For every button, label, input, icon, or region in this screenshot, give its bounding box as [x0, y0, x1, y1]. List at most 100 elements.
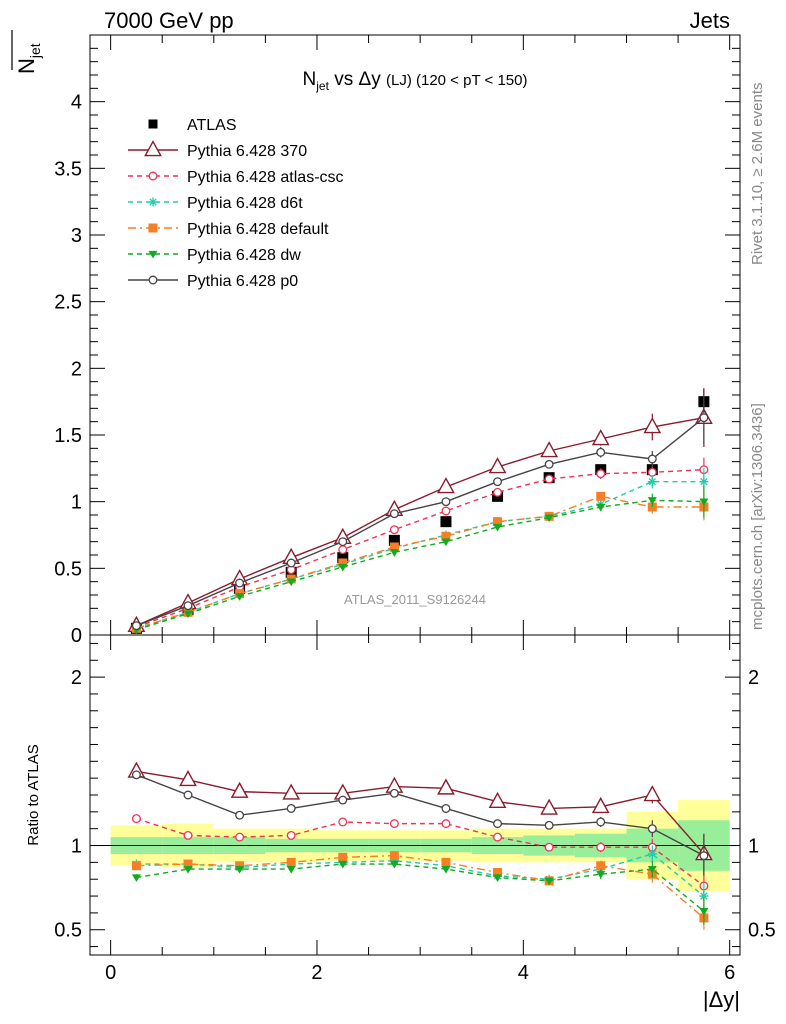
series-point	[183, 601, 193, 611]
series-point	[596, 491, 606, 501]
rivet-label: Rivet 3.1.10, ≥ 2.6M events	[749, 83, 766, 266]
main-ytick-label: 3.5	[54, 158, 82, 180]
ratio-point	[493, 819, 503, 829]
x-axis-label: |Δy|	[703, 987, 740, 1012]
series-line	[136, 468, 704, 628]
ratio-point	[699, 851, 709, 861]
series-point	[647, 497, 657, 505]
ratio-point	[647, 824, 657, 834]
main-ytick-label: 0	[71, 625, 82, 647]
legend-entry: Pythia 6.428 p0	[128, 273, 298, 290]
ratio-point	[647, 865, 657, 874]
ratio-point	[338, 817, 348, 827]
series-5	[131, 485, 709, 635]
series-point	[441, 531, 451, 541]
ratio-point	[131, 874, 141, 883]
ratio-point	[286, 803, 296, 813]
ratio-point	[596, 861, 606, 871]
ratio-point	[183, 830, 193, 840]
ratio-y-ticks: 0.5 0.5 1 1 2 2	[54, 642, 776, 948]
series-point	[596, 503, 606, 512]
ratio-point	[235, 810, 245, 820]
series-point	[389, 525, 399, 535]
ratio-point	[591, 796, 610, 814]
series-line	[136, 499, 704, 631]
ratio-series-4	[131, 860, 709, 925]
legend-label: Pythia 6.428 default	[187, 221, 329, 238]
ratio-ytick-label: 1	[71, 836, 82, 858]
series-point	[647, 454, 657, 464]
series-point	[337, 552, 349, 564]
series-point	[544, 474, 554, 484]
series-line	[136, 480, 704, 630]
ratio-line	[136, 853, 705, 897]
legend-marker	[148, 197, 158, 207]
series-point	[440, 516, 452, 528]
series-4	[131, 491, 709, 633]
ratio-point	[596, 817, 606, 827]
legend-marker	[148, 223, 158, 233]
legend-label: Pythia 6.428 d6t	[187, 195, 303, 212]
ratio-line	[136, 774, 705, 857]
legend-entry: Pythia 6.428 370	[128, 140, 307, 160]
series-point	[493, 477, 503, 487]
ratio-ylabel: Ratio to ATLAS	[25, 744, 42, 845]
main-ytick-label: 1.5	[54, 425, 82, 447]
ratio-point	[647, 849, 657, 859]
ratio-x-ticks: 0 2 4 6	[105, 635, 735, 984]
legend-marker	[148, 171, 158, 181]
ratio-point	[131, 861, 141, 871]
ratio-xtick-label: 0	[105, 962, 116, 984]
series-point	[493, 487, 503, 497]
series-point	[544, 514, 554, 523]
ratio-point	[286, 857, 296, 867]
ratio-point	[596, 842, 606, 852]
ratio-point	[389, 860, 399, 869]
ratio-line	[136, 817, 705, 887]
series-line	[136, 495, 704, 630]
ratio-point	[179, 769, 197, 787]
mcplots-label: mcplots.cern.ch [arXiv:1306.3436]	[749, 403, 766, 630]
ratio-point	[544, 877, 554, 886]
main-ytick-label: 2.5	[54, 292, 82, 314]
series-point	[647, 477, 657, 487]
series-point	[183, 610, 193, 619]
series-point	[389, 549, 399, 557]
ratio-ytick-label-right: 1	[748, 836, 759, 858]
legend-label: Pythia 6.428 atlas-csc	[187, 169, 344, 186]
series-point	[235, 593, 245, 601]
main-ytick-label: 3	[71, 225, 82, 247]
series-point	[544, 459, 554, 469]
ratio-point	[596, 871, 606, 879]
ratio-point	[540, 798, 559, 815]
series-point	[441, 538, 451, 547]
main-panel: 0 0.5 1 1.5 2 2.5 3 3.5 4 ATLAS_2011_S9126244 Nj…	[54, 34, 741, 647]
ratio-point	[131, 770, 141, 780]
main-ytick-label: 0.5	[54, 558, 82, 580]
legend-marker	[144, 140, 162, 157]
series-point	[591, 429, 610, 446]
ratio-point	[493, 867, 503, 877]
series-point	[540, 441, 559, 458]
series-point	[235, 578, 245, 588]
ratio-series-group	[127, 761, 713, 930]
ratio-point	[389, 819, 399, 829]
legend-entry: Pythia 6.428 dw	[128, 247, 301, 264]
legend-entry: Pythia 6.428 atlas-csc	[128, 169, 344, 186]
series-point	[596, 447, 606, 457]
ratio-xtick-label: 2	[311, 962, 322, 984]
series-point	[338, 563, 348, 572]
main-ytick-label: 2	[71, 358, 82, 380]
ratio-point	[183, 859, 193, 869]
ratio-point	[441, 857, 451, 867]
legend-marker	[148, 275, 158, 285]
ratio-series-5	[131, 770, 709, 876]
ratio-point	[437, 778, 455, 795]
ratio-point	[338, 795, 348, 805]
series-point	[437, 477, 455, 494]
ratio-point	[643, 785, 662, 802]
ratio-line	[136, 770, 705, 855]
legend: ATLAS Pythia 6.428 370 Pythia 6.428 atlas-…	[128, 117, 344, 290]
main-x-ticks	[110, 35, 731, 635]
legend-entry: ATLAS	[148, 117, 237, 134]
